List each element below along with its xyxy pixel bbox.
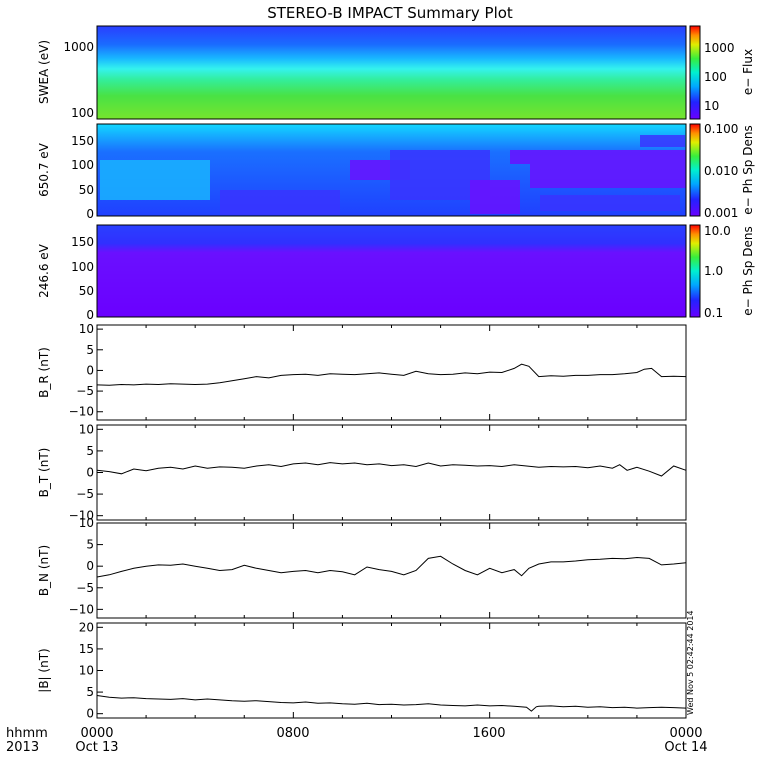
- magnetic-field-panels: 10 5 0 −5 −10 B_R (nT) 10 5 0 −5 −10 B_T (nT) 10 5 0 −5…: [37, 322, 687, 721]
- panel-line-2: 10 5 0 −5 −10 B_N (nT): [37, 516, 687, 619]
- p650-cb-0010: 0.010: [704, 164, 738, 178]
- y-tick-label: 10: [79, 664, 94, 678]
- y-tick-label: −5: [76, 581, 94, 595]
- swea-ytick-100: 100: [71, 106, 94, 120]
- p650-colorbar: [689, 123, 701, 217]
- p246-ytick-100: 100: [71, 260, 94, 274]
- swea-cb-1000: 1000: [704, 41, 735, 55]
- line-panel-frame: [96, 424, 687, 521]
- p650-cb-0100: 0.100: [704, 122, 738, 136]
- y-tick-label: −5: [76, 487, 94, 501]
- p650-cb-0001: 0.001: [704, 206, 738, 220]
- panel-650: 650.7 eV 150 100 50 0 0.100 0.010 0.001 …: [37, 122, 755, 221]
- y-tick-label: 0: [86, 363, 94, 377]
- p650-frame: [96, 123, 687, 217]
- p650-patch: [540, 195, 680, 211]
- p246-colorbar: [689, 224, 701, 318]
- y-tick-label: 0: [86, 559, 94, 573]
- y-tick-label: −5: [76, 384, 94, 398]
- xtick-1600: 1600: [472, 726, 505, 741]
- xtick-0800: 0800: [276, 726, 309, 741]
- swea-cb-label: e− Flux: [741, 49, 755, 95]
- p650-ytick-150: 150: [71, 134, 94, 148]
- p650-ytick-0: 0: [86, 207, 94, 221]
- p246-cb-10: 10.0: [704, 224, 731, 238]
- y-tick-label: 15: [79, 642, 94, 656]
- footer-year: 2013: [6, 740, 39, 755]
- p650-patch: [100, 160, 210, 200]
- line-ylabel: B_R (nT): [37, 347, 51, 398]
- p650-patch: [220, 190, 340, 215]
- swea-colorbar: [689, 25, 701, 120]
- p650-patch: [470, 180, 520, 214]
- panel-line-3: 20 15 10 5 0 |B| (nT): [37, 620, 687, 721]
- y-tick-label: −10: [69, 509, 94, 523]
- series-line: [96, 462, 687, 477]
- y-tick-label: 10: [79, 422, 94, 436]
- y-tick-label: 5: [86, 343, 94, 357]
- p246-ytick-150: 150: [71, 235, 94, 249]
- y-tick-label: 5: [86, 444, 94, 458]
- series-line: [96, 695, 687, 712]
- p246-spectrogram: [97, 225, 686, 317]
- panel-line-1: 10 5 0 −5 −10 B_T (nT): [37, 422, 687, 523]
- y-tick-label: 0: [86, 466, 94, 480]
- p650-patch: [530, 164, 686, 188]
- p246-frame: [96, 224, 687, 318]
- p650-patches: [100, 135, 686, 215]
- y-tick-label: 0: [86, 707, 94, 721]
- p650-patch: [640, 135, 685, 147]
- swea-frame: [96, 25, 687, 120]
- timestamp-stamp: Wed Nov 5 02:42:44 2014: [686, 610, 695, 715]
- panel-swea: SWEA (eV) 1000 100 1000 100 10 e− Flux: [37, 25, 755, 120]
- p246-cb-01: 0.1: [704, 306, 723, 320]
- p650-ytick-100: 100: [71, 158, 94, 172]
- line-panel-frame: [96, 522, 687, 619]
- y-tick-label: 20: [79, 620, 94, 634]
- swea-ylabel: SWEA (eV): [37, 40, 51, 104]
- line-ylabel: |B| (nT): [37, 648, 51, 692]
- series-line: [96, 555, 687, 578]
- line-ylabel: B_T (nT): [37, 448, 51, 498]
- p650-patch: [510, 150, 686, 164]
- p650-cb-label: e− Ph Sp Dens: [741, 125, 755, 214]
- swea-spectrogram: [97, 26, 686, 119]
- line-ylabel: B_N (nT): [37, 545, 51, 596]
- p246-cb-1: 1.0: [704, 264, 723, 278]
- series-line: [96, 363, 687, 386]
- p246-ytick-0: 0: [86, 308, 94, 322]
- plot-title: STEREO-B IMPACT Summary Plot: [267, 4, 513, 22]
- p650-ytick-50: 50: [79, 183, 94, 197]
- p246-ylabel: 246.6 eV: [37, 243, 51, 298]
- footer-hhmm: hhmm: [6, 726, 48, 741]
- swea-cb-100: 100: [704, 70, 727, 84]
- y-tick-label: −10: [69, 602, 94, 616]
- xtick-0000: 0000: [80, 726, 113, 741]
- p246-cb-label: e− Ph Sp Dens: [741, 226, 755, 315]
- panel-246: 246.6 eV 150 100 50 0 10.0 1.0 0.1 e− Ph…: [37, 224, 755, 322]
- xdate-oct13: Oct 13: [75, 740, 118, 755]
- y-tick-label: 10: [79, 322, 94, 336]
- swea-cb-10: 10: [704, 99, 719, 113]
- xdate-oct14: Oct 14: [664, 740, 707, 755]
- y-tick-label: 5: [86, 538, 94, 552]
- p650-ylabel: 650.7 eV: [37, 142, 51, 197]
- xtick-0000-end: 0000: [669, 726, 702, 741]
- panel-line-0: 10 5 0 −5 −10 B_R (nT): [37, 322, 687, 421]
- y-tick-label: 10: [79, 516, 94, 530]
- swea-ytick-1000: 1000: [63, 40, 94, 54]
- y-tick-label: 5: [86, 685, 94, 699]
- p246-ytick-50: 50: [79, 284, 94, 298]
- line-panel-frame: [96, 324, 687, 421]
- y-tick-label: −10: [69, 405, 94, 419]
